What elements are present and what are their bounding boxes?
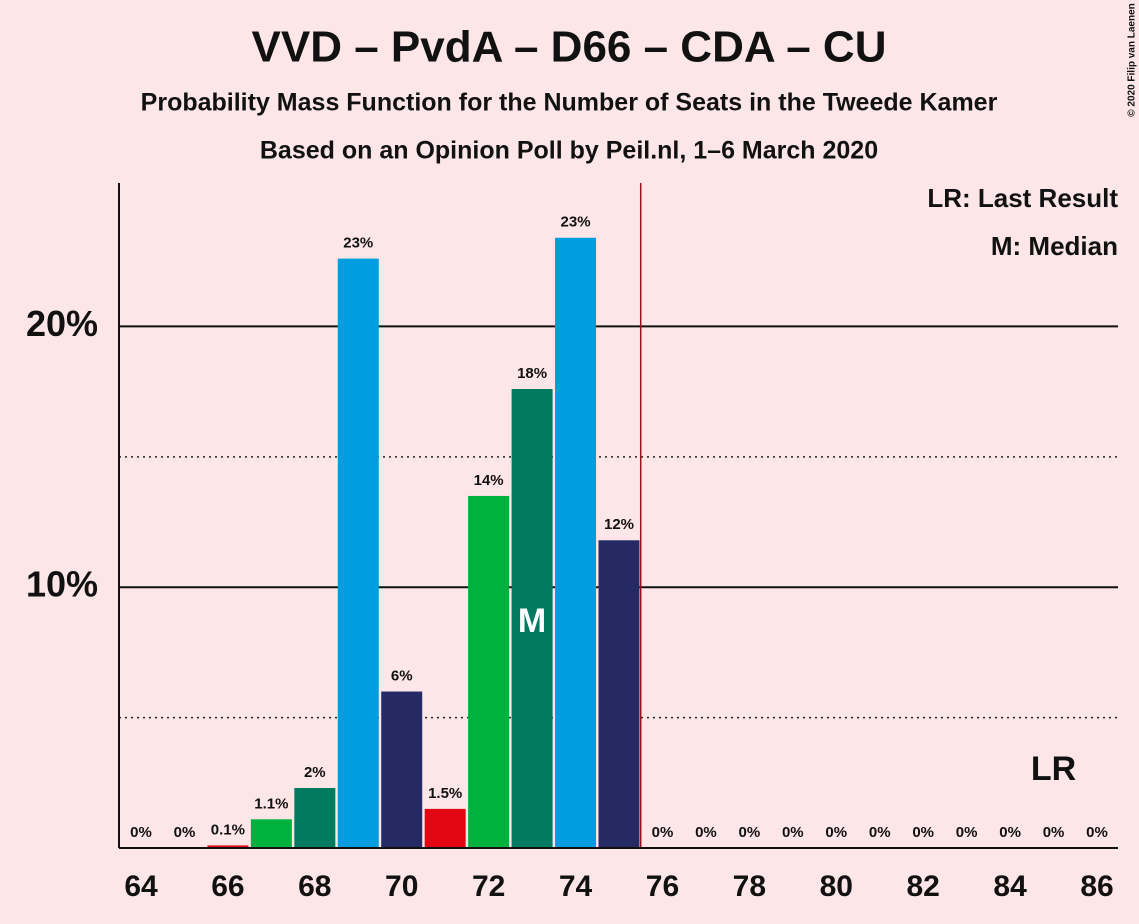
bar bbox=[511, 389, 553, 848]
value-label: 0% bbox=[1086, 824, 1108, 841]
chart-title: VVD – PvdA – D66 – CDA – CU bbox=[252, 23, 887, 72]
x-tick-label: 78 bbox=[733, 870, 766, 903]
bar bbox=[207, 845, 249, 848]
x-tick-label: 64 bbox=[124, 870, 158, 903]
legend-entry: M: Median bbox=[991, 231, 1118, 261]
value-label: 0% bbox=[825, 824, 847, 841]
y-tick-label: 10% bbox=[26, 564, 98, 605]
value-label: 23% bbox=[561, 214, 591, 231]
value-label: 18% bbox=[517, 365, 547, 382]
x-tick-label: 84 bbox=[993, 870, 1027, 903]
value-label: 23% bbox=[343, 235, 373, 252]
value-label: 0% bbox=[174, 824, 196, 841]
x-tick-label: 72 bbox=[472, 870, 505, 903]
median-marker: M bbox=[518, 602, 546, 640]
value-label: 0% bbox=[652, 824, 674, 841]
x-tick-label: 76 bbox=[646, 870, 679, 903]
x-tick-label: 82 bbox=[906, 870, 939, 903]
value-label: 0% bbox=[956, 824, 978, 841]
last-result-marker: LR bbox=[1031, 750, 1076, 788]
x-tick-label: 86 bbox=[1080, 870, 1113, 903]
value-label: 0% bbox=[869, 824, 891, 841]
value-label: 0% bbox=[130, 824, 152, 841]
value-label: 0% bbox=[1043, 824, 1065, 841]
bar bbox=[468, 495, 510, 848]
legend-entry: LR: Last Result bbox=[927, 183, 1118, 213]
bar bbox=[424, 808, 466, 848]
value-label: 0% bbox=[782, 824, 804, 841]
bar bbox=[598, 540, 640, 848]
y-tick-label: 20% bbox=[26, 303, 98, 344]
bar bbox=[337, 258, 379, 848]
value-label: 0% bbox=[695, 824, 717, 841]
value-label: 0% bbox=[912, 824, 934, 841]
x-tick-label: 68 bbox=[298, 870, 331, 903]
chart-subtitle: Based on an Opinion Poll by Peil.nl, 1–6… bbox=[260, 137, 878, 165]
bar bbox=[250, 819, 292, 848]
value-label: 1.1% bbox=[254, 795, 288, 812]
x-tick-label: 80 bbox=[820, 870, 853, 903]
value-label: 0.1% bbox=[211, 821, 245, 838]
value-label: 6% bbox=[391, 667, 413, 684]
x-tick-label: 70 bbox=[385, 870, 418, 903]
x-tick-label: 66 bbox=[211, 870, 244, 903]
value-label: 0% bbox=[739, 824, 761, 841]
bar bbox=[555, 237, 597, 848]
value-label: 12% bbox=[604, 516, 634, 533]
copyright: © 2020 Filip van Laenen bbox=[1127, 3, 1138, 117]
value-label: 14% bbox=[474, 472, 504, 489]
value-label: 0% bbox=[999, 824, 1021, 841]
x-tick-label: 74 bbox=[559, 870, 593, 903]
value-label: 1.5% bbox=[428, 785, 462, 802]
chart-subtitle: Probability Mass Function for the Number… bbox=[141, 89, 998, 117]
bar bbox=[294, 788, 336, 848]
bar bbox=[381, 691, 423, 848]
value-label: 2% bbox=[304, 764, 326, 781]
